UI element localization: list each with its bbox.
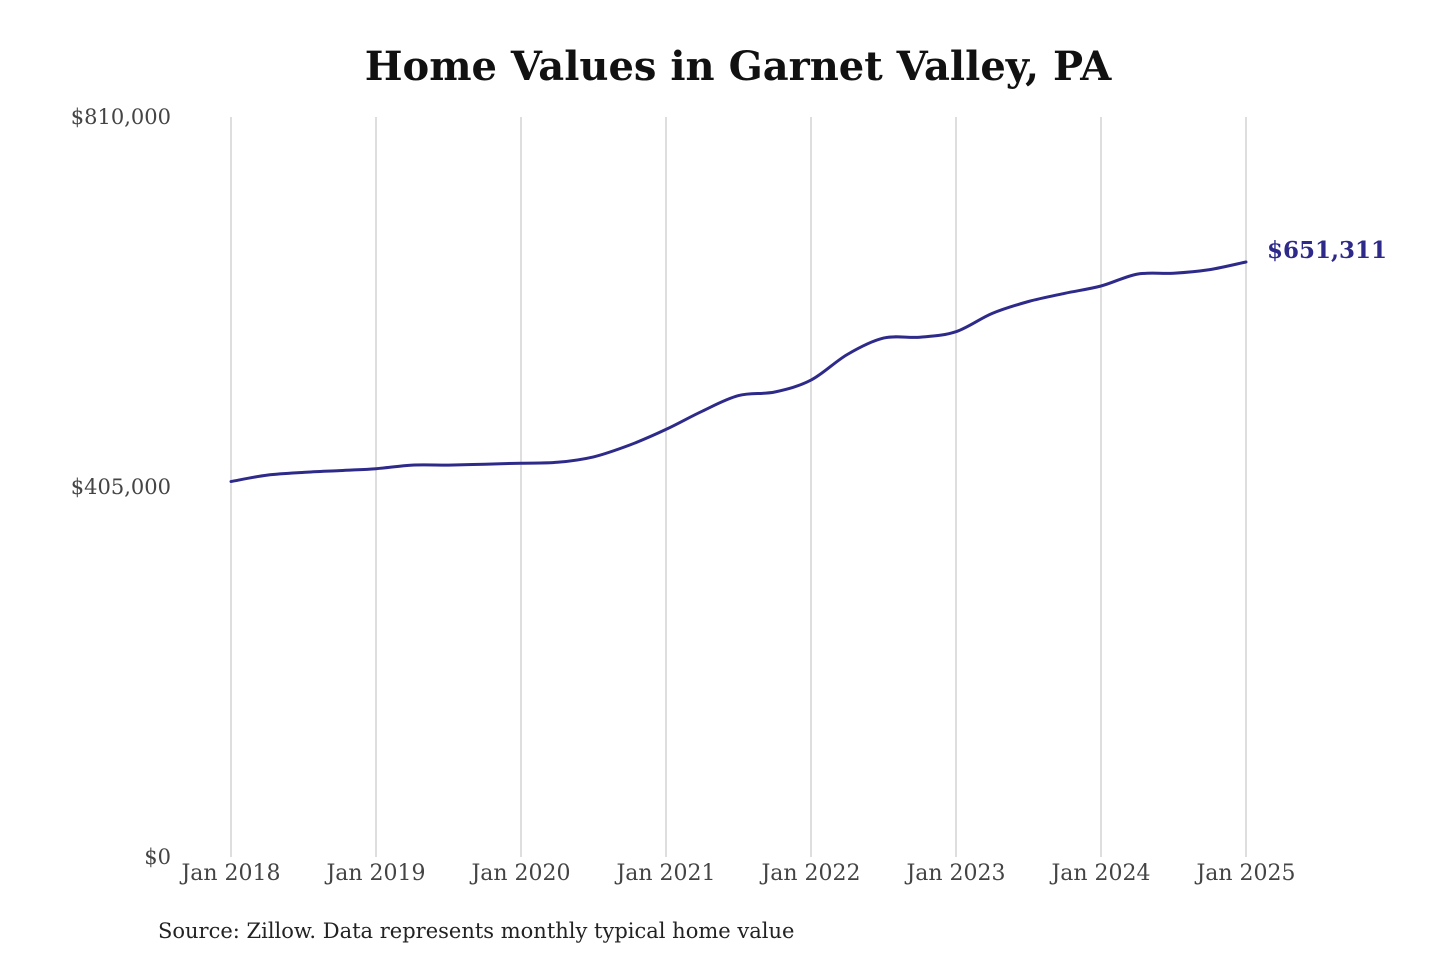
end-value-label: $651,311	[1267, 237, 1387, 264]
x-tick-label: Jan 2023	[904, 861, 1005, 886]
x-tick-label: Jan 2025	[1194, 861, 1295, 886]
x-tick-label: Jan 2019	[324, 861, 425, 886]
gridlines	[230, 117, 1247, 857]
series-line	[229, 260, 1248, 483]
x-tick-label: Jan 2021	[614, 861, 715, 886]
chart-title: Home Values in Garnet Valley, PA	[365, 43, 1112, 90]
x-tick-label: Jan 2020	[469, 861, 570, 886]
y-tick-label: $405,000	[71, 475, 171, 499]
x-tick-label: Jan 2022	[759, 861, 860, 886]
y-axis: $810,000 $405,000 $0	[71, 105, 171, 869]
source-note: Source: Zillow. Data represents monthly …	[158, 919, 794, 943]
y-tick-label: $810,000	[71, 105, 171, 129]
x-axis: Jan 2018 Jan 2019 Jan 2020 Jan 2021 Jan 2022…	[179, 861, 1295, 886]
x-tick-label: Jan 2018	[179, 861, 280, 886]
x-tick-label: Jan 2024	[1049, 861, 1150, 886]
series-group	[229, 260, 1248, 483]
y-tick-label: $0	[144, 845, 171, 869]
